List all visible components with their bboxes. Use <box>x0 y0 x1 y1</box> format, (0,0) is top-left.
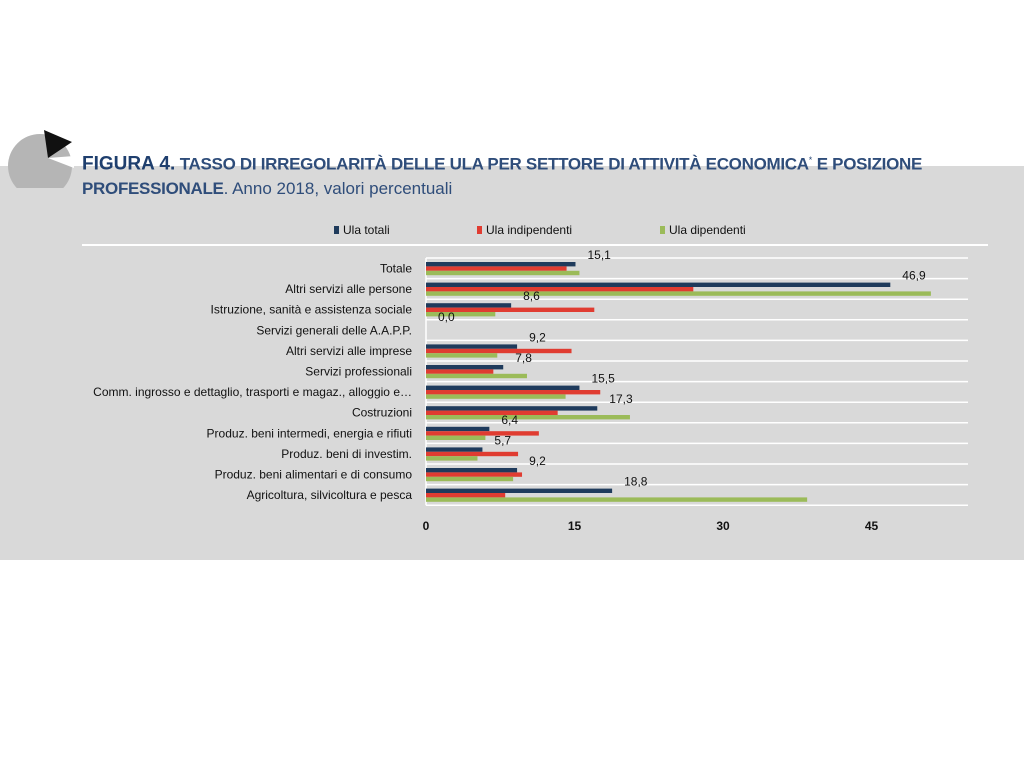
data-label: 46,9 <box>902 269 926 283</box>
bar-ula-totali <box>426 406 598 411</box>
legend-swatch <box>477 226 482 234</box>
data-label: 7,8 <box>515 351 532 365</box>
bar-ula-indipendenti <box>426 493 506 498</box>
bar-ula-indipendenti <box>426 410 558 415</box>
data-label: 15,5 <box>591 372 615 386</box>
bar-ula-indipendenti <box>426 266 567 271</box>
bar-ula-indipendenti <box>426 390 601 395</box>
bar-ula-totali <box>426 468 518 473</box>
bar-ula-totali <box>426 303 512 308</box>
data-label: 5,7 <box>494 433 511 447</box>
bar-ula-dipendenti <box>426 373 527 379</box>
figure-title-line2: PROFESSIONALE <box>82 179 224 199</box>
data-label: 6,4 <box>501 413 518 427</box>
bar-ula-totali <box>426 488 613 493</box>
category-label: Istruzione, sanità e assistenza sociale <box>211 303 413 317</box>
figure-subtitle: . Anno 2018, valori percentuali <box>223 179 453 199</box>
legend-label: Ula totali <box>343 223 390 237</box>
bar-ula-dipendenti <box>426 476 514 482</box>
figure-title-line1: TASSO DI IRREGOLARITÀ DELLE ULA PER SETT… <box>179 154 809 174</box>
bar-ula-dipendenti <box>426 456 478 461</box>
chart-panel <box>0 166 1024 560</box>
bar-ula-dipendenti <box>426 353 498 358</box>
data-label: 9,2 <box>529 330 546 344</box>
legend-label: Ula dipendenti <box>669 223 746 237</box>
legend-swatch <box>660 226 665 234</box>
figure-title-star: * <box>808 155 813 165</box>
figure-title: FIGURA 4. TASSO DI IRREGOLARITÀ DELLE UL… <box>82 148 982 202</box>
bar-ula-dipendenti <box>426 435 486 440</box>
data-label: 8,6 <box>523 289 540 303</box>
data-label: 17,3 <box>609 392 633 406</box>
bar-ula-totali <box>426 365 504 370</box>
category-label: Agricoltura, silvicoltura e pesca <box>247 488 413 502</box>
figure-label: FIGURA 4. <box>82 153 176 175</box>
category-label: Produz. beni alimentari e di consumo <box>215 468 413 482</box>
category-label: Servizi generali delle A.A.P.P. <box>256 323 412 337</box>
bar-ula-dipendenti <box>426 394 566 399</box>
bar-ula-totali <box>426 344 518 349</box>
pie-logo-icon <box>8 130 74 188</box>
bar-ula-dipendenti <box>426 312 496 317</box>
data-label: 0,0 <box>438 310 455 324</box>
bar-ula-totali <box>426 282 891 287</box>
bar-ula-totali <box>426 447 483 452</box>
bar-ula-totali <box>426 385 580 390</box>
bar-ula-indipendenti <box>426 307 595 312</box>
bar-ula-dipendenti <box>426 497 808 502</box>
category-label: Produz. beni di investim. <box>281 447 412 461</box>
category-label: Altri servizi alle imprese <box>286 344 412 358</box>
x-tick-label: 0 <box>423 519 430 533</box>
figure-title-line1-end: E POSIZIONE <box>812 154 923 174</box>
category-label: Comm. ingrosso e dettaglio, trasporti e … <box>93 385 412 399</box>
data-label: 15,1 <box>587 248 611 262</box>
bar-ula-indipendenti <box>426 472 523 477</box>
category-label: Totale <box>380 262 412 276</box>
data-label: 18,8 <box>624 475 648 489</box>
bar-ula-dipendenti <box>426 291 931 296</box>
bar-ula-indipendenti <box>426 451 519 457</box>
category-label: Produz. beni intermedi, energia e rifiut… <box>207 426 412 440</box>
x-tick-label: 45 <box>865 519 879 533</box>
bar-ula-indipendenti <box>426 287 694 292</box>
bar-ula-indipendenti <box>426 348 572 354</box>
bar-ula-totali <box>426 262 576 267</box>
x-tick-label: 30 <box>716 519 730 533</box>
bar-ula-indipendenti <box>426 431 539 436</box>
bar-ula-totali <box>426 426 490 432</box>
legend-label: Ula indipendenti <box>486 223 572 237</box>
legend-swatch <box>334 226 339 234</box>
x-tick-label: 15 <box>568 519 582 533</box>
category-label: Servizi professionali <box>305 365 412 379</box>
bar-ula-indipendenti <box>426 369 494 374</box>
category-label: Altri servizi alle persone <box>285 282 412 296</box>
bar-ula-dipendenti <box>426 270 580 276</box>
data-label: 9,2 <box>529 454 546 468</box>
category-label: Costruzioni <box>352 406 412 420</box>
bar-ula-dipendenti <box>426 415 630 420</box>
